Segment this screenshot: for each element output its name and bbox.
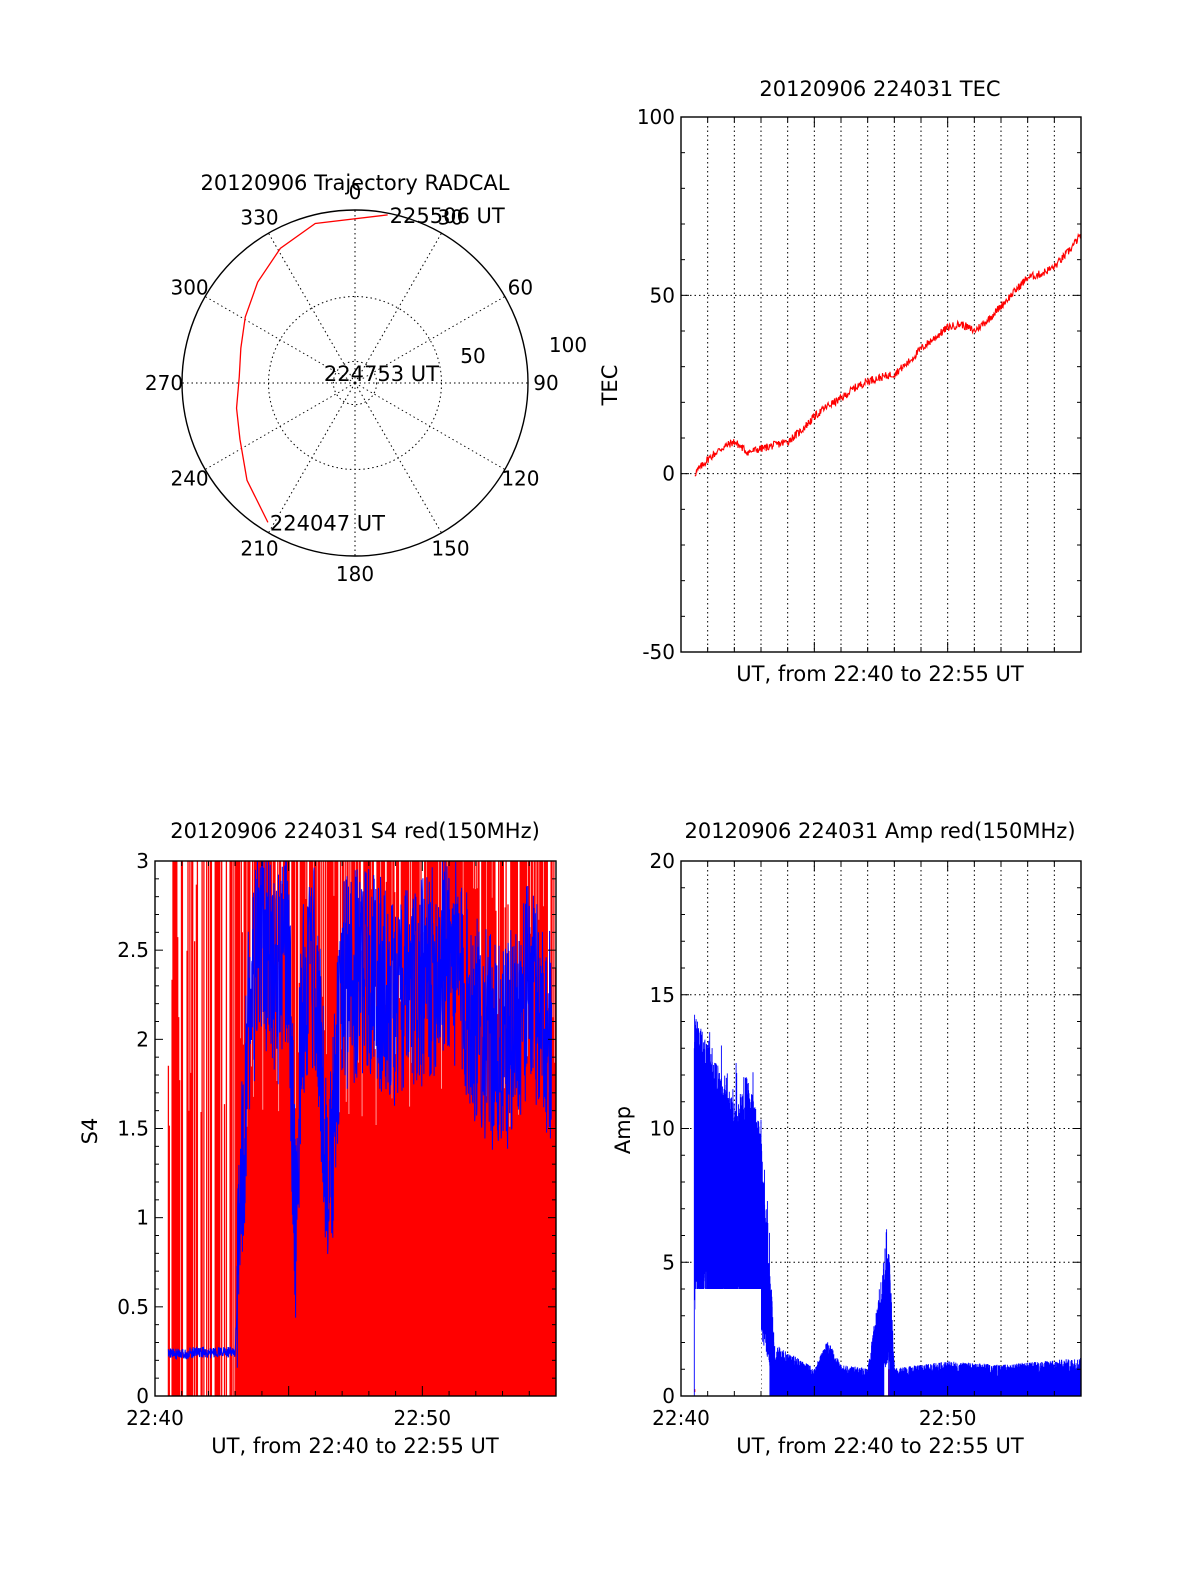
trajectory-title: 20120906 Trajectory RADCAL bbox=[201, 171, 510, 195]
s4-ytick-label: 3 bbox=[136, 849, 149, 873]
amp-blue-series bbox=[693, 1014, 1082, 1396]
s4-xlabel: UT, from 22:40 to 22:55 UT bbox=[211, 1434, 499, 1458]
azimuth-label: 0 bbox=[349, 180, 362, 204]
azimuth-label: 150 bbox=[431, 536, 469, 560]
s4-ytick-label: 0 bbox=[136, 1384, 149, 1408]
tec-ylabel: TEC bbox=[598, 365, 622, 407]
s4-blue-series bbox=[167, 861, 552, 1368]
s4-xtick-label: 22:40 bbox=[126, 1406, 184, 1430]
amp-plot: 20120906 224031 Amp red(150MHz) 0 5 10 15 20… bbox=[611, 819, 1082, 1458]
azimuth-label: 60 bbox=[508, 276, 533, 300]
amp-ytick-label: 20 bbox=[650, 849, 675, 873]
radius-label: 50 bbox=[460, 344, 485, 368]
amp-xtick-label: 22:50 bbox=[919, 1406, 977, 1430]
radius-label: 100 bbox=[549, 333, 587, 357]
s4-red-series bbox=[167, 861, 556, 1396]
amp-xlabel: UT, from 22:40 to 22:55 UT bbox=[736, 1434, 1024, 1458]
polar-spoke bbox=[204, 296, 356, 384]
tec-frame bbox=[680, 116, 1082, 653]
polar-spoke bbox=[354, 232, 442, 384]
polar-spoke bbox=[204, 382, 356, 470]
azimuth-label: 210 bbox=[240, 536, 278, 560]
amp-ytick-label: 5 bbox=[662, 1250, 675, 1274]
s4-ytick-label: 2.5 bbox=[117, 938, 149, 962]
trajectory-polar-plot: 20120906 Trajectory RADCAL 0 30 60 90 120 150… bbox=[145, 171, 587, 586]
azimuth-label: 330 bbox=[240, 206, 278, 230]
s4-ytick-label: 2 bbox=[136, 1027, 149, 1051]
s4-xtick-label: 22:50 bbox=[394, 1406, 452, 1430]
s4-ylabel: S4 bbox=[78, 1118, 102, 1145]
s4-title: 20120906 224031 S4 red(150MHz) bbox=[170, 819, 540, 843]
amp-ytick-label: 15 bbox=[650, 983, 675, 1007]
tec-ytick-label: 50 bbox=[650, 283, 675, 307]
tec-xlabel: UT, from 22:40 to 22:55 UT bbox=[736, 662, 1024, 686]
polar-spoke bbox=[354, 382, 442, 534]
polar-spoke bbox=[268, 382, 356, 534]
polar-grid-circle-inner bbox=[332, 360, 378, 406]
amp-xtick-label: 22:40 bbox=[652, 1406, 710, 1430]
azimuth-label: 120 bbox=[501, 467, 539, 491]
azimuth-label: 30 bbox=[438, 206, 463, 230]
tec-ytick-label: 100 bbox=[637, 105, 675, 129]
trajectory-time-label: 225506 UT bbox=[390, 204, 505, 228]
azimuth-label: 180 bbox=[336, 562, 374, 586]
trajectory-time-label: 224753 UT bbox=[324, 362, 439, 386]
s4-ytick-label: 0.5 bbox=[117, 1295, 149, 1319]
azimuth-label: 270 bbox=[145, 371, 183, 395]
s4-ytick-label: 1.5 bbox=[117, 1117, 149, 1141]
azimuth-label: 240 bbox=[170, 467, 208, 491]
polar-spoke bbox=[354, 382, 506, 470]
amp-ytick-label: 0 bbox=[662, 1384, 675, 1408]
amp-ytick-label: 10 bbox=[650, 1117, 675, 1141]
tec-series-line bbox=[694, 232, 1082, 477]
trajectory-line bbox=[235, 214, 388, 523]
s4-ytick-label: 1 bbox=[136, 1206, 149, 1230]
tec-title: 20120906 224031 TEC bbox=[759, 77, 1000, 101]
s4-series-group bbox=[167, 861, 556, 1396]
tec-ytick-label: -50 bbox=[642, 640, 675, 664]
tec-ytick-label: 0 bbox=[662, 462, 675, 486]
polar-outer-circle bbox=[181, 209, 529, 557]
azimuth-label: 300 bbox=[170, 276, 208, 300]
azimuth-label: 90 bbox=[533, 371, 558, 395]
amp-ylabel: Amp bbox=[611, 1106, 635, 1154]
polar-spoke bbox=[354, 296, 506, 384]
amp-title: 20120906 224031 Amp red(150MHz) bbox=[684, 819, 1075, 843]
s4-plot: 20120906 224031 S4 red(150MHz) 0 0.5 1 1.5 2… bbox=[78, 819, 557, 1458]
polar-spoke bbox=[268, 232, 356, 384]
trajectory-time-label: 224047 UT bbox=[270, 511, 385, 535]
tec-plot: 20120906 224031 TEC -50 0 50 100 UT, from 2… bbox=[598, 77, 1082, 686]
amp-gap-fill bbox=[695, 1289, 761, 1395]
